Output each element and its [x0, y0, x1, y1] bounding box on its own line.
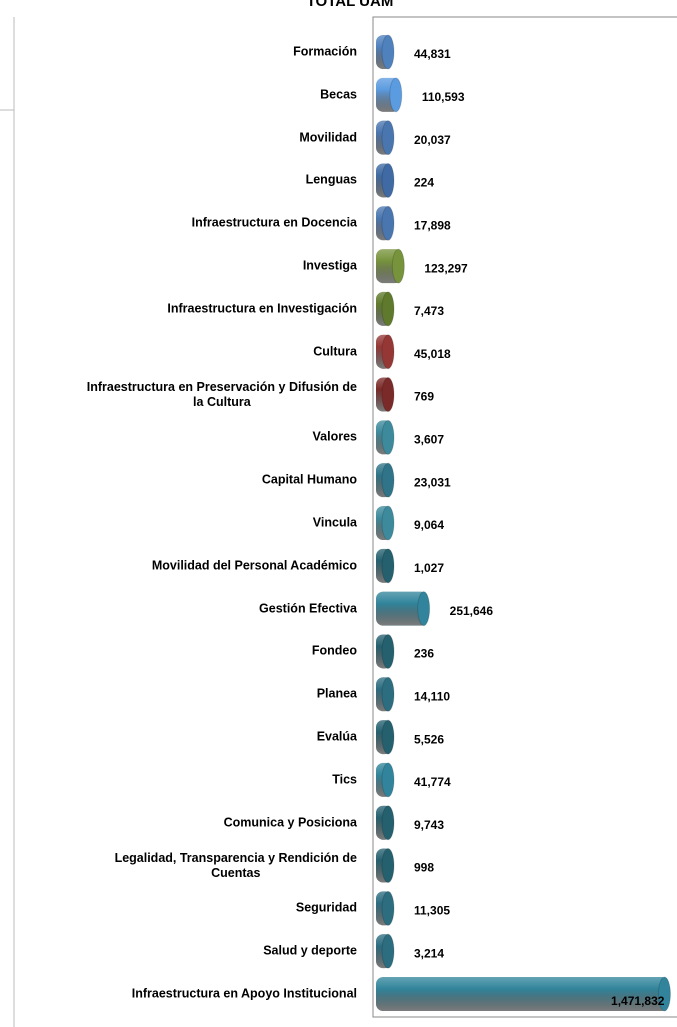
category-label: Movilidad	[299, 130, 357, 145]
value-label: 5,526	[414, 732, 444, 746]
value-label: 23,031	[414, 475, 451, 489]
bar-cap	[381, 291, 395, 327]
value-label: 1,027	[414, 561, 444, 575]
category-label: Formación	[293, 44, 357, 59]
bar-cap	[381, 762, 395, 798]
value-label: 9,064	[414, 518, 444, 532]
bar-cap	[381, 933, 395, 969]
value-label: 9,743	[414, 818, 444, 832]
bar-cap	[381, 419, 395, 455]
value-label: 14,110	[414, 689, 450, 703]
value-label: 236	[414, 647, 434, 661]
category-label: Capital Humano	[261, 472, 357, 487]
category-label: Legalidad, Transparencia y Rendición de …	[114, 850, 357, 880]
bar-cap	[381, 120, 395, 156]
category-label: Planea	[316, 686, 357, 701]
chart-title: TOTAL UAM	[307, 0, 394, 10]
bar-cap	[381, 505, 395, 541]
value-label: 998	[414, 861, 434, 875]
category-label: Infraestructura en Preservación y Difusi…	[86, 379, 357, 409]
category-label: Cultura	[313, 344, 357, 359]
bar-cap	[381, 462, 395, 498]
value-label: 44,831	[414, 47, 451, 61]
bar-cap	[381, 848, 395, 884]
value-label: 224	[414, 176, 434, 190]
bar	[376, 977, 669, 1011]
bar-cap	[657, 976, 671, 1012]
category-label: Evalúa	[316, 729, 357, 744]
category-label: Comunica y Posiciona	[223, 815, 357, 830]
bar-cap	[381, 805, 395, 841]
value-label: 41,774	[414, 775, 451, 789]
value-label: 11,305	[414, 904, 450, 918]
category-label: Becas	[320, 87, 357, 102]
bar-cap	[381, 719, 395, 755]
value-label: 3,214	[414, 946, 444, 960]
value-label: 251,646	[450, 604, 494, 618]
bar-cap	[381, 334, 395, 370]
value-label: 3,607	[414, 433, 444, 447]
category-label: Gestión Efectiva	[259, 601, 357, 616]
bar-cap	[389, 77, 403, 113]
bar-cap	[381, 676, 395, 712]
value-label: 769	[414, 390, 434, 404]
category-label: Infraestructura en Docencia	[191, 215, 357, 230]
category-label: Investiga	[302, 258, 357, 273]
category-label: Seguridad	[295, 900, 357, 915]
category-label: Infraestructura en Investigación	[167, 301, 357, 316]
category-label: Infraestructura en Apoyo Institucional	[131, 986, 357, 1001]
bar-cap	[381, 377, 395, 413]
category-label: Movilidad del Personal Académico	[151, 558, 357, 573]
value-label: 45,018	[414, 347, 451, 361]
value-label: 17,898	[414, 218, 451, 232]
bar-cap	[381, 633, 395, 669]
bar	[376, 591, 428, 626]
value-label: 7,473	[414, 304, 444, 318]
category-label: Salud y deporte	[263, 943, 357, 958]
bar-cap	[381, 34, 395, 70]
category-label: Fondeo	[311, 643, 357, 658]
value-label: 110,593	[422, 90, 465, 104]
category-label: Vincula	[312, 515, 357, 530]
bar-cap	[417, 591, 431, 627]
bar-cap	[381, 548, 395, 584]
bar-cap	[381, 205, 395, 241]
value-label: 1,471,832	[611, 994, 665, 1008]
category-label: Valores	[312, 429, 357, 444]
bar-cap	[381, 890, 395, 926]
plot-area	[372, 16, 677, 1018]
value-label: 20,037	[414, 133, 451, 147]
bar-cap	[391, 248, 405, 284]
category-label: Lenguas	[305, 172, 357, 187]
value-label: 123,297	[424, 261, 468, 275]
bar-cap	[381, 162, 395, 198]
category-label: Tics	[332, 772, 357, 787]
